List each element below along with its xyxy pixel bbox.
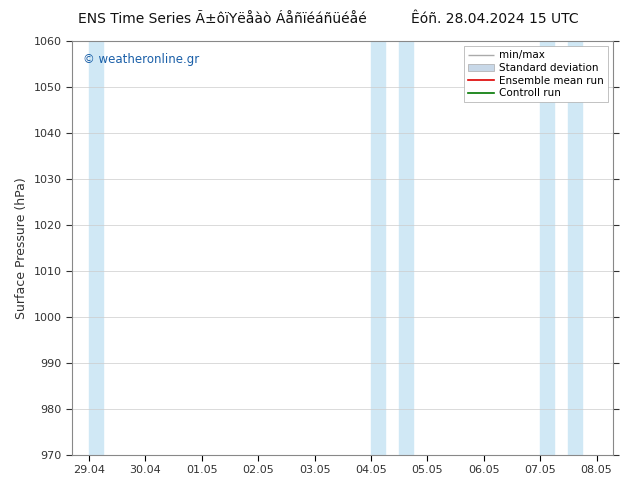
Bar (540, 41, 554, 455)
Text: ENS Time Series Ã±ôïΥëåàò Áåñïéáñüéåé: ENS Time Series Ã±ôïΥëåàò Áåñïéáñüéåé (77, 12, 366, 26)
Bar (89, 41, 103, 455)
Bar (399, 41, 413, 455)
Bar (568, 41, 583, 455)
Legend: min/max, Standard deviation, Ensemble mean run, Controll run: min/max, Standard deviation, Ensemble me… (464, 46, 608, 102)
Text: © weatheronline.gr: © weatheronline.gr (83, 53, 199, 67)
Y-axis label: Surface Pressure (hPa): Surface Pressure (hPa) (15, 177, 28, 318)
Text: Êóñ. 28.04.2024 15 UTC: Êóñ. 28.04.2024 15 UTC (411, 12, 578, 26)
Bar (371, 41, 385, 455)
